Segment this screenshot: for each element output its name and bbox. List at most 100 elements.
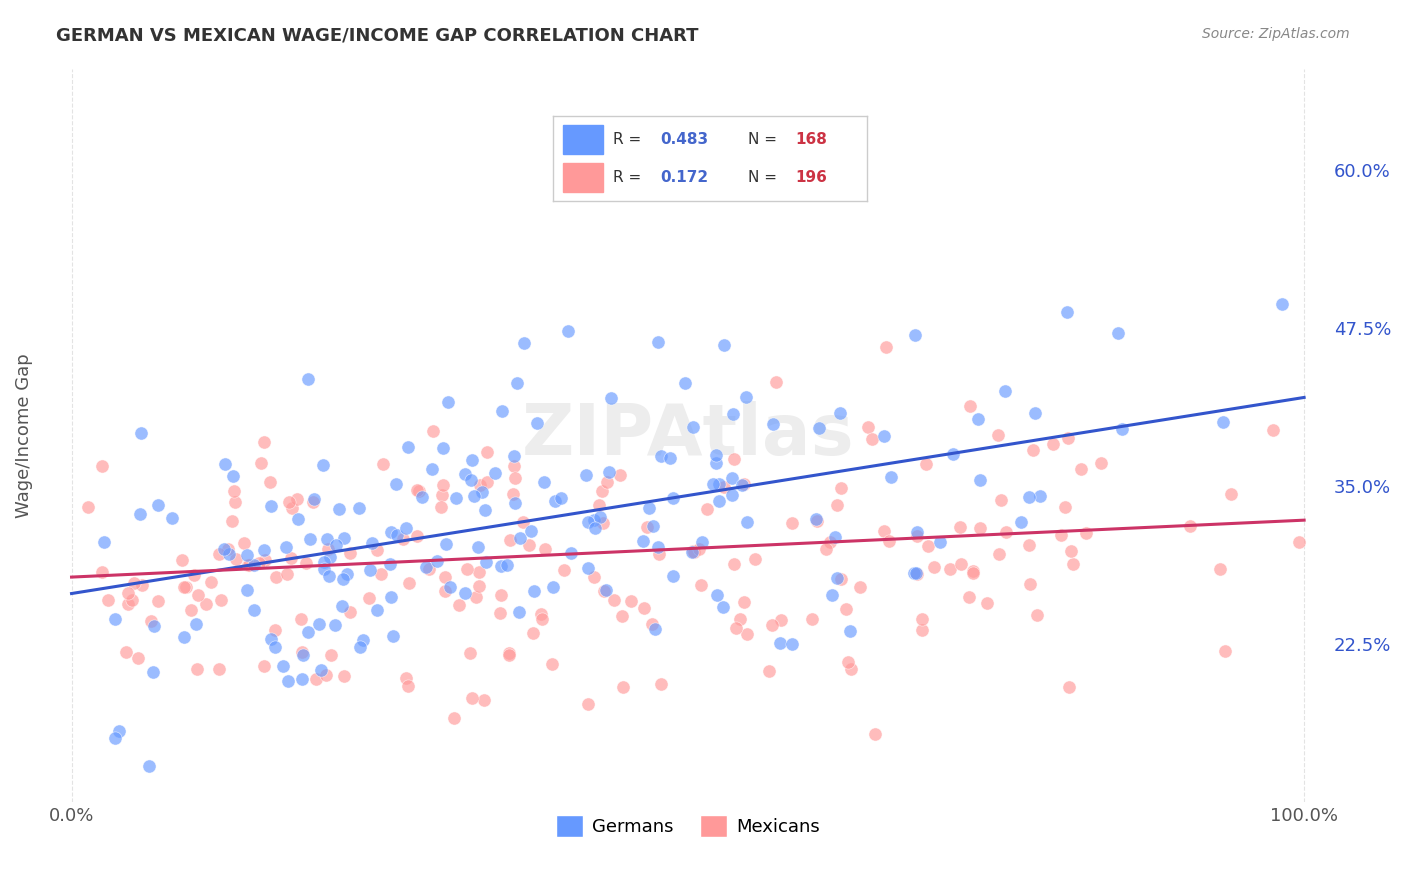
- Point: [200, 574, 222, 589]
- Point: [1029, 489, 1052, 503]
- Point: [682, 544, 704, 558]
- Point: [173, 630, 195, 644]
- Point: [314, 562, 336, 576]
- Point: [209, 592, 232, 607]
- Point: [474, 503, 496, 517]
- Point: [550, 491, 572, 505]
- Point: [433, 570, 456, 584]
- Point: [523, 583, 546, 598]
- Point: [838, 624, 860, 639]
- Point: [1219, 487, 1241, 501]
- Point: [236, 558, 259, 573]
- Point: [690, 535, 713, 549]
- Point: [517, 538, 540, 552]
- Point: [138, 759, 160, 773]
- Point: [460, 473, 482, 487]
- Point: [502, 449, 524, 463]
- Point: [620, 593, 643, 607]
- Point: [530, 607, 553, 622]
- Point: [1062, 557, 1084, 571]
- Point: [1212, 415, 1234, 429]
- Point: [461, 691, 484, 706]
- Point: [108, 723, 131, 738]
- Point: [186, 662, 208, 676]
- Point: [420, 461, 443, 475]
- Point: [318, 569, 340, 583]
- Point: [434, 584, 457, 599]
- Point: [238, 558, 260, 572]
- Point: [287, 512, 309, 526]
- Point: [349, 640, 371, 655]
- Point: [662, 491, 685, 506]
- Point: [128, 507, 150, 521]
- Point: [1053, 500, 1076, 515]
- Point: [1057, 431, 1080, 445]
- Point: [704, 456, 727, 470]
- Point: [988, 547, 1011, 561]
- Point: [631, 533, 654, 548]
- Point: [183, 568, 205, 582]
- Point: [121, 593, 143, 607]
- Point: [225, 551, 247, 566]
- Point: [761, 417, 783, 431]
- Point: [508, 605, 530, 619]
- Point: [761, 618, 783, 632]
- Point: [332, 669, 354, 683]
- Point: [903, 566, 925, 580]
- Point: [316, 532, 339, 546]
- Point: [347, 500, 370, 515]
- Point: [475, 445, 498, 459]
- Point: [636, 520, 658, 534]
- Point: [370, 567, 392, 582]
- Point: [498, 648, 520, 663]
- Point: [222, 469, 245, 483]
- Point: [1018, 490, 1040, 504]
- Point: [432, 441, 454, 455]
- Point: [576, 515, 599, 529]
- Point: [304, 491, 326, 506]
- Point: [830, 572, 852, 586]
- Point: [502, 458, 524, 473]
- Point: [475, 555, 498, 569]
- Point: [148, 594, 170, 608]
- Point: [1022, 442, 1045, 457]
- Point: [472, 693, 495, 707]
- Point: [236, 548, 259, 562]
- Point: [339, 606, 361, 620]
- Point: [395, 521, 418, 535]
- Point: [195, 598, 218, 612]
- Point: [905, 525, 928, 540]
- Point: [187, 588, 209, 602]
- Point: [391, 532, 413, 546]
- Point: [696, 502, 718, 516]
- Point: [426, 553, 449, 567]
- Point: [352, 632, 374, 647]
- Point: [330, 599, 353, 614]
- Point: [830, 481, 852, 495]
- Point: [583, 513, 606, 527]
- Point: [1209, 562, 1232, 576]
- Point: [489, 606, 512, 620]
- Point: [530, 612, 553, 626]
- Point: [218, 547, 240, 561]
- Point: [174, 580, 197, 594]
- Point: [314, 555, 336, 569]
- Point: [1019, 576, 1042, 591]
- Point: [217, 542, 239, 557]
- Point: [456, 562, 478, 576]
- Point: [236, 582, 259, 597]
- Point: [689, 578, 711, 592]
- Point: [76, 500, 98, 514]
- Point: [180, 603, 202, 617]
- Point: [305, 672, 328, 686]
- Point: [252, 434, 274, 449]
- Point: [990, 492, 1012, 507]
- Point: [117, 586, 139, 600]
- Point: [264, 570, 287, 584]
- Point: [366, 603, 388, 617]
- Point: [277, 495, 299, 509]
- Point: [429, 500, 451, 514]
- Point: [911, 623, 934, 637]
- Point: [439, 580, 461, 594]
- Point: [444, 491, 467, 505]
